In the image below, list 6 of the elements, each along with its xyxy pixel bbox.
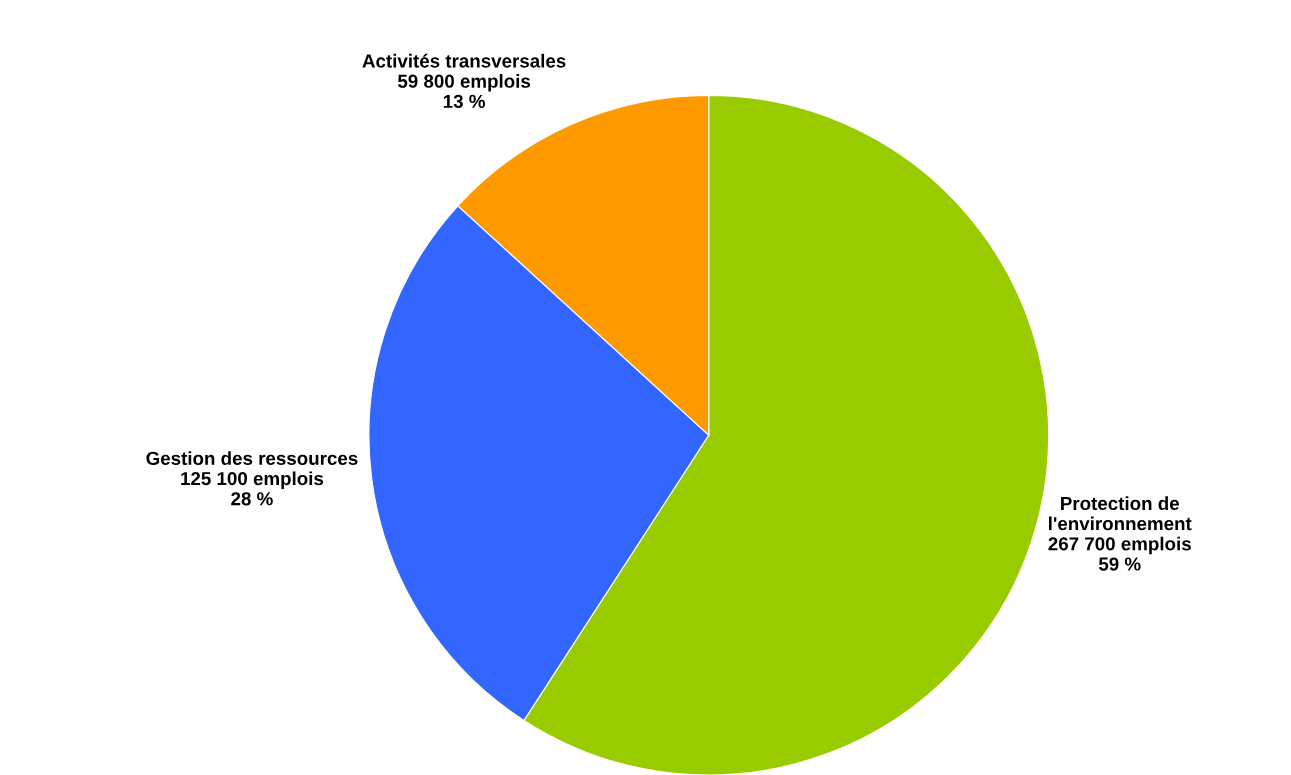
slice-label: Protection de l'environnement — [1049, 496, 1192, 531]
data-label: 267 700 emplois 59 % — [1048, 536, 1191, 571]
data-label: 125 100 emplois 28 % — [181, 471, 324, 506]
slice-label: Gestion des ressources — [146, 451, 358, 466]
data-label: 59 800 emplois 13 % — [397, 74, 531, 109]
slice-label: Activités transversales — [362, 53, 566, 68]
